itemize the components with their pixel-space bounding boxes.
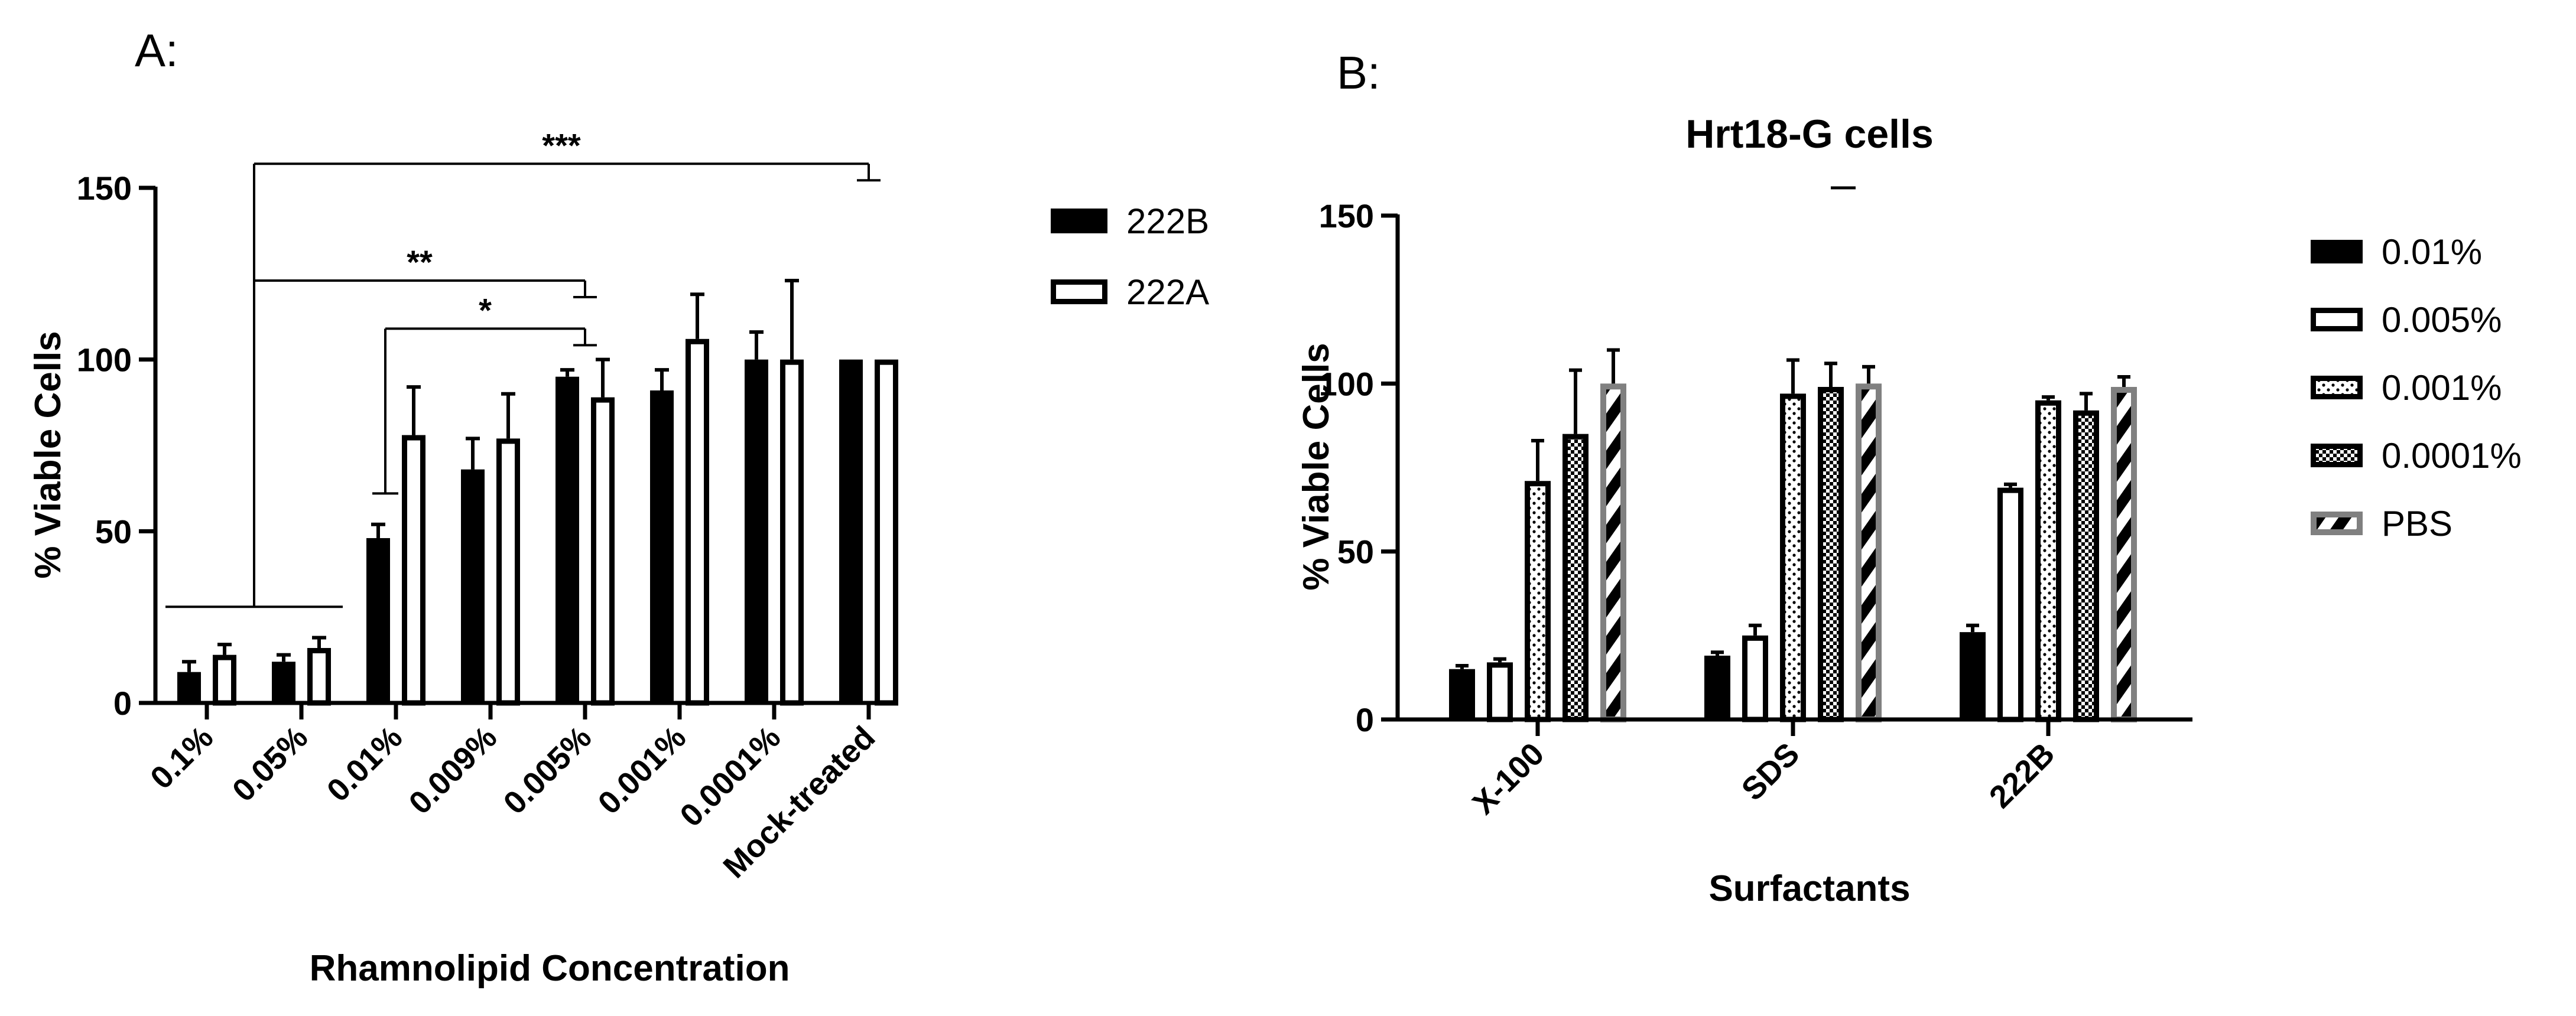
panel-a-legend-label: 222B xyxy=(1126,201,1209,241)
panel-b-bar-solid xyxy=(1960,632,1986,721)
significance-label: * xyxy=(479,291,492,328)
panel-a-label: A: xyxy=(135,24,178,76)
panel-a-legend-label: 222A xyxy=(1126,272,1209,312)
panel-a-y-tick-label: 0 xyxy=(113,685,132,722)
panel-b-legend-swatch-stripes xyxy=(2311,512,2363,535)
panel-b-bars xyxy=(1449,383,2137,722)
panel-a-legend: 222B 222A xyxy=(1051,201,1209,312)
panel-b-chart-title: Hrt18-G cells xyxy=(1685,112,1934,157)
panel-b-label: B: xyxy=(1337,47,1380,99)
panel-a-category-label: 0.05% xyxy=(226,719,315,809)
panel-b-bar-stripes xyxy=(1600,383,1626,722)
panel-a-category-label: 0.1% xyxy=(144,719,220,796)
panel-a-bar-solid xyxy=(272,662,295,704)
panel-b-legend-swatch-solid xyxy=(2311,240,2363,263)
panel-b-legend-label: 0.005% xyxy=(2382,300,2502,340)
panel-a-bar-solid xyxy=(177,672,201,705)
panel-a-bar-open xyxy=(686,338,709,706)
panel-b-y-tick-label: 150 xyxy=(1319,197,1374,235)
panel-a-bar-open xyxy=(402,435,425,706)
panel-b-category-label: 222B xyxy=(1983,736,2062,815)
panel-a-y-axis-title: % Viable Cells xyxy=(28,331,69,578)
significance-label: *** xyxy=(542,126,581,164)
panel-b-bar-checker xyxy=(2073,410,2099,722)
panel-b-x-axis: X-100 SDS 222B xyxy=(1398,717,2192,821)
panel-a-significance-brackets: ****** xyxy=(165,126,881,608)
panel-b-legend-label: 0.001% xyxy=(2382,368,2502,408)
panel-a-bar-solid xyxy=(366,538,390,705)
panel-b-y-axis-title: % Viable Cells xyxy=(1296,343,1337,590)
panel-b-bar-solid xyxy=(1449,669,1475,721)
panel-b-y-tick-label: 100 xyxy=(1319,365,1374,402)
panel-b-bar-checker xyxy=(1818,387,1844,722)
panel-b-bar-dots xyxy=(1525,481,1551,722)
panel-b-category-label: X-100 xyxy=(1466,736,1551,821)
panel-a-bar-open xyxy=(591,397,615,706)
panel-b-legend: 0.01% 0.005% 0.001% 0.0001% PBS xyxy=(2311,232,2522,543)
panel-a-error-bars xyxy=(182,278,799,672)
panel-b-bar-open xyxy=(1742,635,1768,722)
panel-a-bar-solid xyxy=(650,390,674,704)
panel-a-legend-swatch-open xyxy=(1051,279,1107,304)
panel-b-x-axis-title: Surfactants xyxy=(1708,868,1910,909)
panel-a-y-tick-label: 50 xyxy=(95,513,132,550)
panel-b-bar-stripes xyxy=(2111,387,2137,722)
panel-a-bar-open xyxy=(780,359,804,706)
chart-panel-b: B: Hrt18-G cells % Viable Cells Surfacta… xyxy=(1296,47,2522,909)
panel-b-y-axis: 0 50 100 150 xyxy=(1319,197,1400,738)
panel-a-category-label: 0.009% xyxy=(402,719,504,821)
chart-panel-a: A: % Viable Cells Rhamnolipid Concentrat… xyxy=(28,24,1209,989)
panel-a-bar-open xyxy=(213,654,236,706)
panel-b-bar-dots xyxy=(2035,400,2061,722)
panel-a-y-axis: 0 50 100 150 xyxy=(77,170,158,722)
panel-b-bar-solid xyxy=(1704,655,1730,721)
panel-b-legend-swatch-dots xyxy=(2311,376,2363,399)
panel-a-bars xyxy=(177,338,898,706)
panel-a-legend-swatch-solid xyxy=(1051,209,1107,233)
panel-a-bar-solid xyxy=(745,359,768,704)
panel-b-category-label: SDS xyxy=(1735,736,1807,807)
panel-b-error-bars xyxy=(1456,348,2130,669)
panel-a-bar-open xyxy=(307,647,331,706)
panel-a-bar-open xyxy=(875,359,898,706)
panel-b-legend-swatch-open xyxy=(2311,308,2363,331)
panel-b-y-tick-label: 50 xyxy=(1337,533,1374,571)
panel-b-legend-label: 0.01% xyxy=(2382,232,2482,272)
panel-b-bar-dots xyxy=(1780,393,1806,722)
panel-b-legend-label: PBS xyxy=(2382,504,2452,543)
panel-a-bar-solid xyxy=(839,359,863,704)
panel-a-bar-solid xyxy=(461,469,485,705)
panel-b-legend-label: 0.0001% xyxy=(2382,436,2522,476)
panel-a-y-tick-label: 150 xyxy=(77,170,132,207)
panel-a-category-label: 0.01% xyxy=(320,719,410,809)
panel-a-bar-solid xyxy=(556,376,579,704)
panel-b-bar-open xyxy=(1487,662,1513,722)
panel-b-bar-open xyxy=(1997,487,2023,722)
panel-a-category-label: 0.005% xyxy=(497,719,599,821)
panel-b-bar-stripes xyxy=(1856,383,1882,722)
panel-b-y-tick-label: 0 xyxy=(1356,701,1374,738)
panel-b-bar-checker xyxy=(1563,434,1589,722)
panel-a-y-tick-label: 100 xyxy=(77,341,132,379)
panel-b-legend-swatch-checker xyxy=(2311,444,2363,467)
panel-a-x-axis-title: Rhamnolipid Concentration xyxy=(310,948,790,989)
panel-a-bar-open xyxy=(496,438,520,706)
significance-label: ** xyxy=(407,243,433,281)
panel-a-x-axis: 0.1% 0.05% 0.01%0.009%0.005%0.001%0.0001%M… xyxy=(144,701,892,885)
